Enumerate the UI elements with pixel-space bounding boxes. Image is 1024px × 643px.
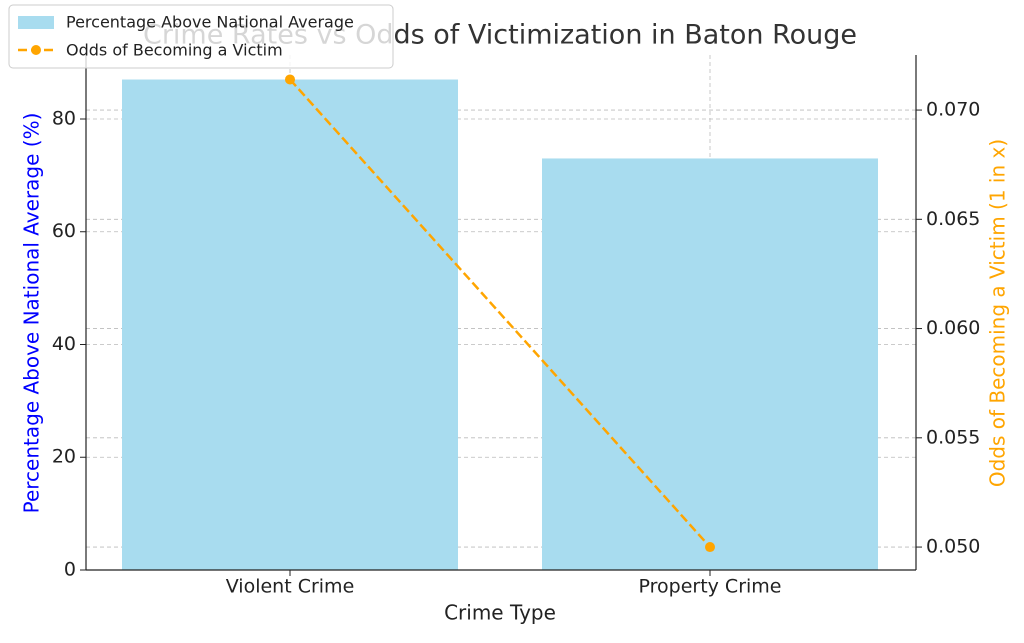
y-tick-label: 20 — [52, 446, 76, 468]
x-tick-label: Violent Crime — [226, 576, 355, 598]
y2-tick-label: 0.055 — [926, 426, 980, 448]
x-tick-label: Property Crime — [639, 576, 782, 598]
bar — [122, 79, 458, 571]
y2-tick-label: 0.065 — [926, 208, 980, 230]
y2-tick-label: 0.050 — [926, 536, 980, 558]
y-tick-label: 40 — [52, 333, 76, 355]
y-tick-label: 60 — [52, 220, 76, 242]
y2-tick-label: 0.070 — [926, 99, 980, 121]
point — [705, 542, 715, 553]
y-tick-label: 0 — [64, 559, 76, 581]
legend-box — [8, 4, 394, 69]
y2-tick-label: 0.060 — [926, 317, 980, 339]
marks — [122, 74, 878, 571]
legend-label: Percentage Above National Average — [66, 13, 354, 32]
bar — [542, 158, 878, 570]
y-tick-label: 80 — [52, 107, 76, 129]
legend-swatch — [31, 45, 41, 55]
y-axis-label: Percentage Above National Average (%) — [20, 113, 44, 514]
line — [289, 78, 711, 548]
legend-swatch — [18, 16, 54, 29]
legend-label: Odds of Becoming a Victim — [66, 41, 283, 60]
point — [285, 74, 295, 85]
y2-axis-label: Odds of Becoming a Victim (1 in x) — [986, 139, 1010, 487]
x-axis-label: Crime Type — [444, 601, 556, 625]
legend: Percentage Above National Average Odds of… — [8, 4, 394, 69]
